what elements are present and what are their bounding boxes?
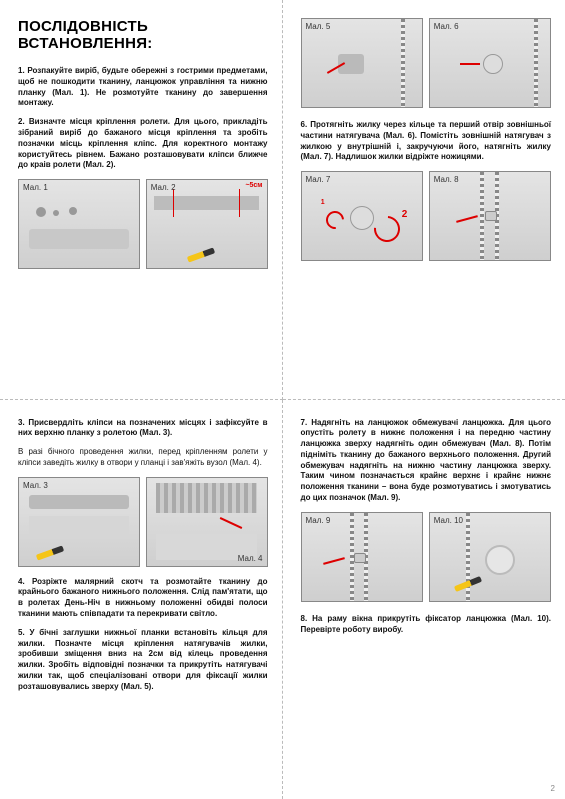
figure-10: Мал. 10 <box>429 512 551 602</box>
figure-2: Мал. 2 ~5см <box>146 179 268 269</box>
figure-5-label: Мал. 5 <box>306 22 331 31</box>
page-number: 2 <box>551 784 555 793</box>
figure-10-label: Мал. 10 <box>434 516 463 525</box>
step-5: 5. У бічні заглушки нижньої планки встан… <box>18 628 268 693</box>
step-1: 1. Розпакуйте виріб, будьте обережні з г… <box>18 66 268 109</box>
figure-2-label: Мал. 2 <box>151 183 176 192</box>
figure-3: Мал. 3 <box>18 477 140 567</box>
step-2: 2. Визначте місця кріплення ролети. Для … <box>18 117 268 171</box>
figure-8-label: Мал. 8 <box>434 175 459 184</box>
figure-1: Мал. 1 <box>18 179 140 269</box>
step-3b: В разі бічного проведення жилки, перед к… <box>18 447 268 469</box>
figure-4: Мал. 4 <box>146 477 268 567</box>
figure-7: Мал. 7 1 2 <box>301 171 423 261</box>
figure-4-label: Мал. 4 <box>238 554 263 563</box>
figure-8: Мал. 8 <box>429 171 551 261</box>
figure-7-label: Мал. 7 <box>306 175 331 184</box>
fig7-num1: 1 <box>321 199 325 206</box>
fig7-num2: 2 <box>402 209 408 220</box>
step-7: 7. Надягніть на ланцюжок обмежувачі ланц… <box>301 418 552 504</box>
page-title: ПОСЛІДОВНІСТЬ ВСТАНОВЛЕННЯ: <box>18 18 268 52</box>
figure-2-dim: ~5см <box>245 182 262 189</box>
step-4: 4. Розріжте малярний скотч та розмотайте… <box>18 577 268 620</box>
step-6: 6. Протягніть жилку через кільце та перш… <box>301 120 552 163</box>
figure-6-label: Мал. 6 <box>434 22 459 31</box>
figure-9-label: Мал. 9 <box>306 516 331 525</box>
figure-1-label: Мал. 1 <box>23 183 48 192</box>
figure-5: Мал. 5 <box>301 18 423 108</box>
figure-9: Мал. 9 <box>301 512 423 602</box>
step-8: 8. На раму вікна прикрутіть фіксатор лан… <box>301 614 552 636</box>
step-3a: 3. Присвердліть кліпси на позначених міс… <box>18 418 268 440</box>
figure-3-label: Мал. 3 <box>23 481 48 490</box>
figure-6: Мал. 6 <box>429 18 551 108</box>
